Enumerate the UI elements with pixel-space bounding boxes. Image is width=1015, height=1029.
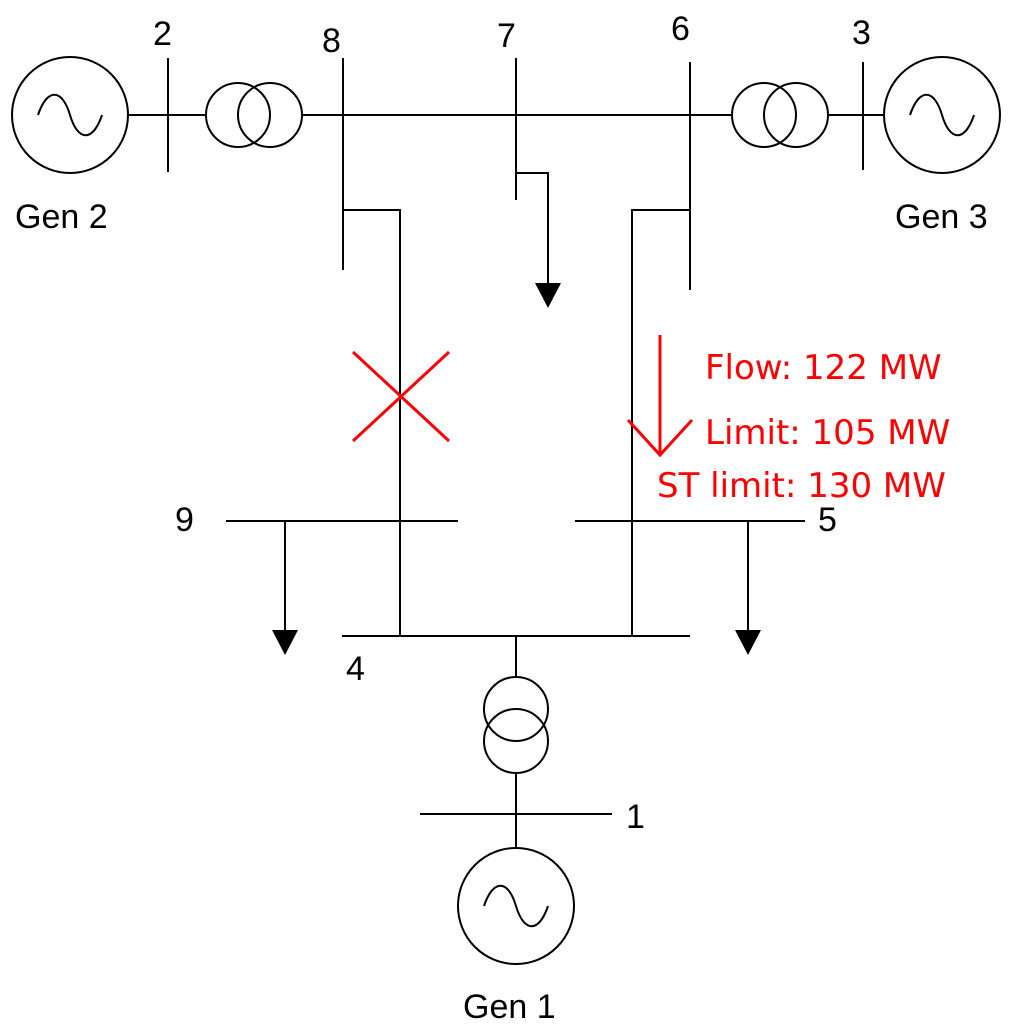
bus-1-label: 1 <box>626 798 645 836</box>
load-5-arrow-icon <box>735 630 761 655</box>
line-8-9 <box>343 209 401 636</box>
bus-3-label: 3 <box>852 14 871 52</box>
bus-7-label: 7 <box>497 17 516 55</box>
st-limit-label: ST limit: 130 MW <box>657 466 946 506</box>
load-9-arrow-icon <box>272 630 298 655</box>
gen1-generator-icon <box>457 847 575 965</box>
bus-8-label: 8 <box>322 22 341 60</box>
gen-1-label: Gen 1 <box>463 988 556 1026</box>
bus-5-label: 5 <box>818 501 837 539</box>
load-7-connector <box>516 172 549 283</box>
load-7-arrow-icon <box>535 283 561 308</box>
transformer-3-icon <box>731 82 829 148</box>
limit-label: Limit: 105 MW <box>705 413 950 453</box>
outage-x-icon <box>351 350 451 443</box>
bus-4-label: 4 <box>346 650 365 688</box>
gen3-generator-icon <box>883 56 1001 174</box>
gen-2-label: Gen 2 <box>15 198 108 236</box>
bus-6-label: 6 <box>671 10 690 48</box>
flow-label: Flow: 122 MW <box>705 348 942 388</box>
transformer-1-icon <box>483 676 549 774</box>
gen-3-label: Gen 3 <box>895 198 988 236</box>
bus-2-label: 2 <box>153 15 172 53</box>
gen2-generator-icon <box>11 56 129 174</box>
line-6-5 <box>631 209 690 636</box>
bus-9-label: 9 <box>175 501 194 539</box>
flow-direction-arrow-icon <box>626 335 694 458</box>
transformer-2-icon <box>205 82 303 148</box>
